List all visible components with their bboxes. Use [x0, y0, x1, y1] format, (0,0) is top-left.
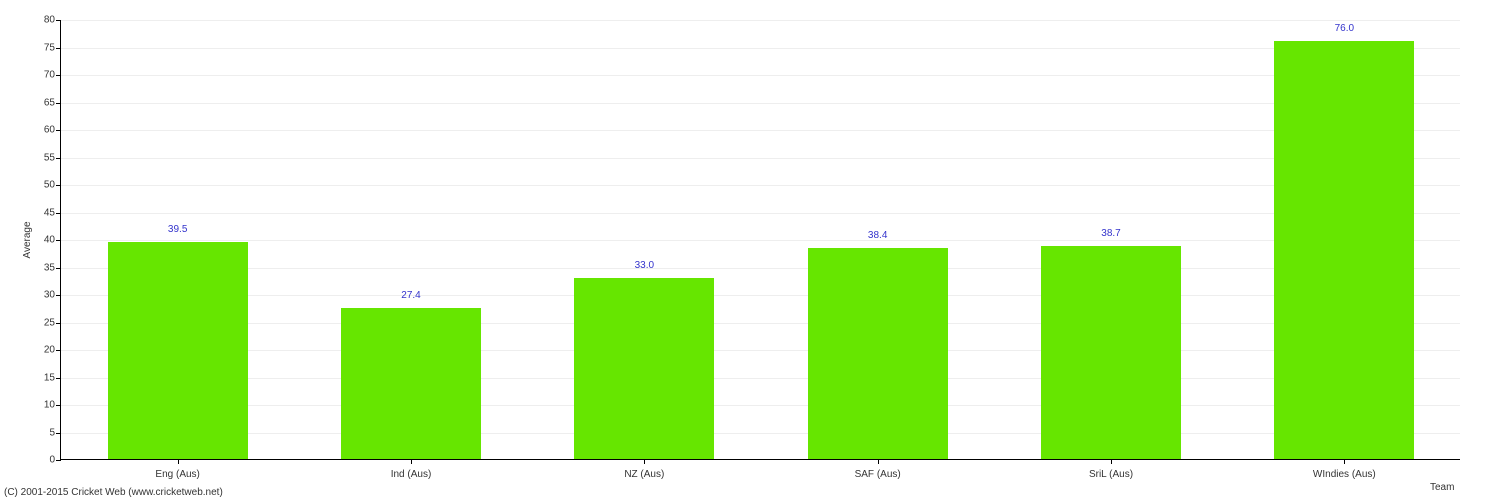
gridline — [61, 433, 1460, 434]
y-tick-label: 75 — [44, 42, 55, 53]
y-tick-label: 45 — [44, 207, 55, 218]
bar — [108, 242, 248, 459]
y-tick-label: 15 — [44, 372, 55, 383]
y-tick-label: 60 — [44, 125, 55, 136]
bar-value-label: 33.0 — [635, 260, 654, 271]
x-tick-label: SAF (Aus) — [855, 469, 901, 480]
y-tick-mark — [56, 20, 61, 21]
bar-value-label: 39.5 — [168, 224, 187, 235]
gridline — [61, 350, 1460, 351]
gridline — [61, 240, 1460, 241]
x-tick-mark — [644, 459, 645, 464]
gridline — [61, 185, 1460, 186]
gridline — [61, 323, 1460, 324]
gridline — [61, 295, 1460, 296]
gridline — [61, 103, 1460, 104]
bar-value-label: 38.7 — [1101, 228, 1120, 239]
chart-container: 0 5 10 15 20 25 30 35 40 45 50 55 60 65 70 75 80 39.5 Eng … — [0, 0, 1500, 500]
plot-area: 0510152025303540455055606570758039.5Eng … — [60, 20, 1460, 460]
y-tick-label: 70 — [44, 70, 55, 81]
bar-value-label: 27.4 — [401, 290, 420, 301]
gridline — [61, 20, 1460, 21]
x-tick-label: Eng (Aus) — [155, 469, 199, 480]
y-tick-label: 0 — [49, 455, 55, 466]
x-tick-label: SriL (Aus) — [1089, 469, 1133, 480]
y-tick-mark — [56, 185, 61, 186]
y-tick-mark — [56, 378, 61, 379]
y-tick-mark — [56, 75, 61, 76]
y-tick-label: 5 — [49, 427, 55, 438]
x-tick-label: WIndies (Aus) — [1313, 469, 1376, 480]
bar-value-label: 76.0 — [1335, 23, 1354, 34]
y-tick-mark — [56, 460, 61, 461]
bar-value-label: 38.4 — [868, 230, 887, 241]
y-tick-label: 25 — [44, 317, 55, 328]
y-tick-label: 65 — [44, 97, 55, 108]
gridline — [61, 213, 1460, 214]
y-tick-label: 10 — [44, 400, 55, 411]
copyright-text: (C) 2001-2015 Cricket Web (www.cricketwe… — [4, 487, 223, 498]
y-tick-label: 55 — [44, 152, 55, 163]
x-axis-title: Team — [1430, 482, 1454, 493]
gridline — [61, 378, 1460, 379]
gridline — [61, 268, 1460, 269]
x-tick-mark — [1344, 459, 1345, 464]
y-tick-mark — [56, 130, 61, 131]
y-tick-label: 80 — [44, 15, 55, 26]
y-tick-label: 30 — [44, 290, 55, 301]
y-tick-mark — [56, 48, 61, 49]
y-tick-mark — [56, 268, 61, 269]
y-axis-title: Average — [22, 221, 33, 258]
bar — [1274, 41, 1414, 459]
y-tick-mark — [56, 295, 61, 296]
y-tick-label: 35 — [44, 262, 55, 273]
x-tick-mark — [1111, 459, 1112, 464]
x-tick-mark — [411, 459, 412, 464]
bar — [1041, 246, 1181, 459]
y-tick-label: 20 — [44, 345, 55, 356]
x-tick-mark — [178, 459, 179, 464]
gridline — [61, 158, 1460, 159]
y-tick-label: 40 — [44, 235, 55, 246]
x-tick-mark — [878, 459, 879, 464]
y-tick-mark — [56, 350, 61, 351]
bar — [574, 278, 714, 460]
y-tick-mark — [56, 433, 61, 434]
bar — [341, 308, 481, 459]
gridline — [61, 405, 1460, 406]
y-tick-mark — [56, 213, 61, 214]
x-tick-label: NZ (Aus) — [624, 469, 664, 480]
y-tick-mark — [56, 103, 61, 104]
y-tick-label: 50 — [44, 180, 55, 191]
y-tick-mark — [56, 405, 61, 406]
gridline — [61, 75, 1460, 76]
y-tick-mark — [56, 323, 61, 324]
y-tick-mark — [56, 158, 61, 159]
bar — [808, 248, 948, 459]
y-tick-mark — [56, 240, 61, 241]
gridline — [61, 130, 1460, 131]
x-tick-label: Ind (Aus) — [391, 469, 432, 480]
gridline — [61, 48, 1460, 49]
